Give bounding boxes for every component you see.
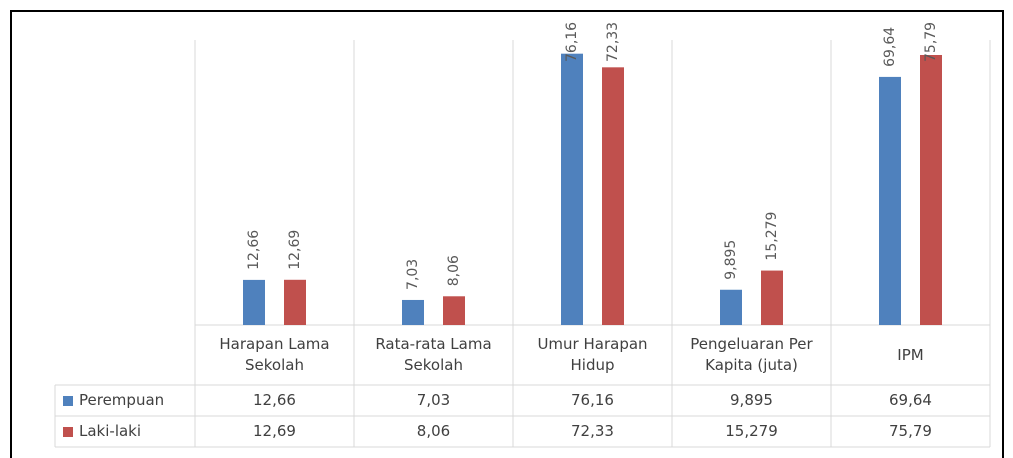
bar	[443, 296, 465, 325]
table-value: 76,16	[571, 391, 614, 409]
data-label: 12,66	[246, 230, 262, 270]
data-label: 8,06	[446, 255, 462, 286]
bar	[243, 279, 265, 325]
category-label: Harapan Lama Sekolah	[219, 335, 330, 374]
category-label: Rata-rata Lama Sekolah	[375, 335, 492, 374]
category-label: Pengeluaran Per Kapita (juta)	[690, 335, 813, 374]
bar	[879, 76, 901, 325]
legend-label: Laki-laki	[79, 422, 142, 440]
bar	[602, 67, 624, 325]
legend-label: Perempuan	[79, 391, 165, 409]
legend-entry: Laki-laki	[55, 416, 195, 447]
data-label: 75,79	[923, 22, 939, 62]
category-label: Umur Harapan Hidup	[537, 335, 648, 374]
table-value: 69,64	[889, 391, 932, 409]
data-label: 15,279	[764, 212, 780, 261]
table-value: 7,03	[416, 391, 451, 409]
data-label: 72,33	[605, 22, 621, 62]
table-value: 75,79	[889, 422, 932, 440]
bar	[920, 54, 942, 326]
table-value: 12,69	[253, 422, 296, 440]
bar	[720, 289, 742, 325]
table-value: 12,66	[253, 391, 296, 409]
bar	[761, 270, 783, 325]
data-label: 12,69	[287, 230, 303, 270]
data-label: 9,895	[723, 240, 739, 280]
table-value: 72,33	[571, 422, 614, 440]
legend-key	[63, 395, 73, 406]
category-label: IPM	[897, 345, 924, 364]
table-value: 8,06	[416, 422, 451, 440]
data-label: 76,16	[564, 22, 580, 62]
table-value: 15,279	[725, 422, 778, 440]
table-value: 9,895	[730, 391, 773, 409]
data-label: 69,64	[882, 27, 898, 67]
data-label: 7,03	[405, 259, 421, 290]
bar	[402, 299, 424, 325]
bar	[561, 53, 583, 326]
frame	[10, 10, 1004, 458]
legend-key	[63, 426, 73, 437]
bar	[284, 279, 306, 325]
legend-entry: Perempuan	[55, 385, 195, 416]
